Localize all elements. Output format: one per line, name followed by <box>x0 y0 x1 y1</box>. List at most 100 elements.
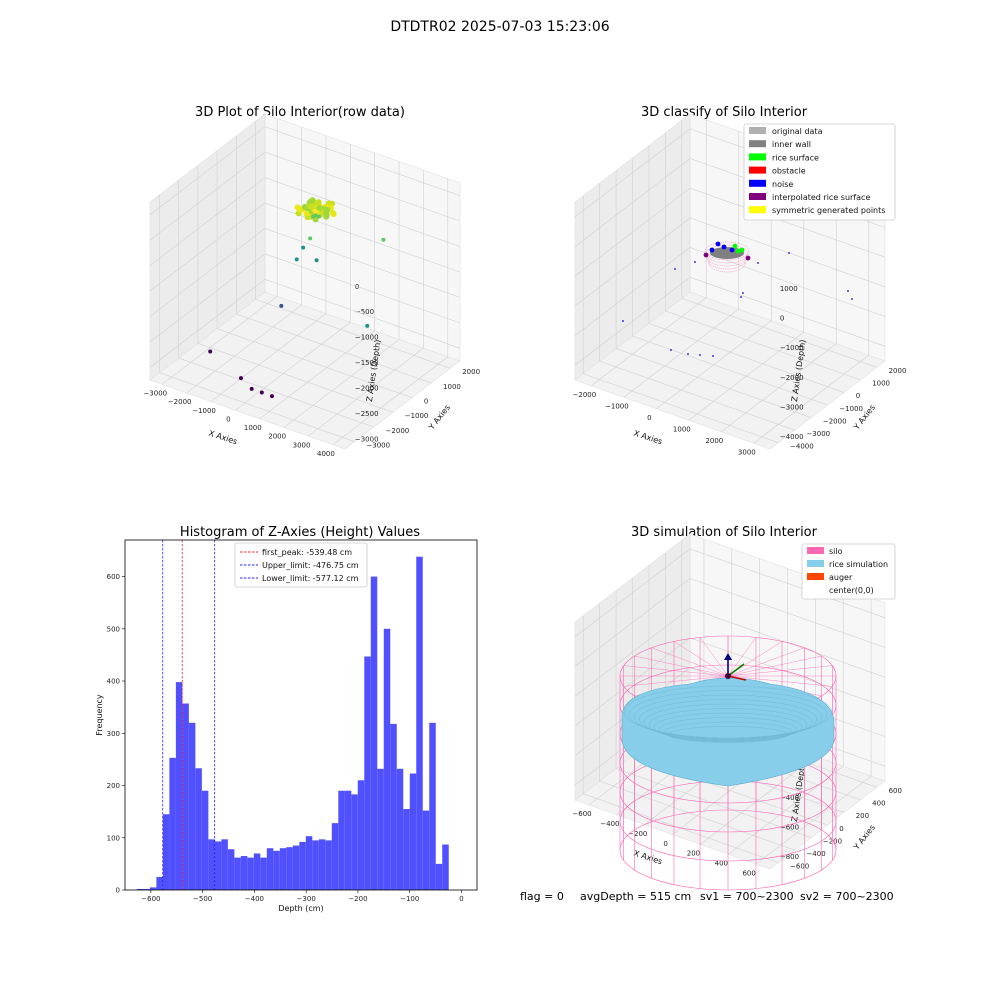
y-tick-label: 600 <box>889 787 902 795</box>
silo-spoke <box>727 665 833 677</box>
grid-x <box>259 152 375 420</box>
noise-point <box>757 262 759 264</box>
rice-surface-point <box>323 213 330 220</box>
legend-label-6: symmetric generated points <box>772 206 885 215</box>
x-tick-label: −500 <box>193 895 212 903</box>
histogram-bar-18 <box>253 853 261 890</box>
noise-point <box>712 355 714 357</box>
noise-point <box>674 268 676 270</box>
grid-x <box>623 131 740 398</box>
histogram-bar-14 <box>227 849 235 890</box>
histogram-x-ticks: −600 −500 −400 −300 −200 −100 0 <box>141 890 464 903</box>
histogram-bar-8 <box>188 722 196 890</box>
histogram-bar-0 <box>136 888 144 890</box>
legend-label-5: interpolated rice surface <box>772 193 870 202</box>
y-tick-label: 400 <box>872 800 885 808</box>
grid-x <box>235 144 351 411</box>
legend-swatch-2 <box>807 573 824 580</box>
x-tick-label: 2000 <box>705 437 723 445</box>
y-tick-label: 0 <box>839 825 843 833</box>
grid-x <box>210 135 327 402</box>
y-tick-label: 0 <box>856 392 860 400</box>
data-point-6 <box>308 236 313 241</box>
classified-point <box>732 243 738 249</box>
y-tick-label: 500 <box>107 625 120 633</box>
histogram-legend-box <box>234 542 368 588</box>
histogram-bar-9 <box>195 768 202 890</box>
histogram-bar-44 <box>422 810 430 890</box>
grid-y <box>665 132 861 381</box>
data-point-9 <box>314 258 319 263</box>
grid-x <box>308 170 424 437</box>
x-axis-label: X Axies <box>633 849 664 867</box>
y-tick-label: −3000 <box>366 441 390 449</box>
interpolated-ring <box>707 250 747 270</box>
histogram-bar-17 <box>247 857 254 890</box>
legend-label-0: original data <box>772 127 823 136</box>
data-point-5 <box>310 214 315 219</box>
x-tick-label: −600 <box>141 895 160 903</box>
rice-surface-point <box>309 197 316 204</box>
rice-mesh-line <box>643 703 813 741</box>
figure-suptitle: DTDTR02 2025-07-03 15:23:06 <box>390 19 609 35</box>
z-tick-label: −500 <box>355 308 374 316</box>
grid-x <box>753 177 870 444</box>
legend-label-lower-limit: Lower_limit: -577.12 cm <box>262 574 359 583</box>
y-axis-label: Y Axies <box>426 403 452 432</box>
grid-y <box>159 194 355 442</box>
noise-point <box>622 320 624 322</box>
y-tick-label: −1000 <box>839 405 863 413</box>
rice-surface-point <box>307 203 314 210</box>
data-point-16 <box>259 390 264 395</box>
x-tick-label: 0 <box>663 840 667 848</box>
rice-mesh-line <box>663 721 793 743</box>
histogram-bar-39 <box>390 723 397 890</box>
legend-label-2: rice surface <box>772 153 819 162</box>
grid-z <box>149 126 461 215</box>
y-axis-label: Y Axies <box>851 823 877 852</box>
histogram-bar-31 <box>338 790 345 890</box>
histogram-plot: −600 −500 −400 −300 −200 −100 0 0 100 200 300 400 5… <box>95 539 478 913</box>
plot3-title: Histogram of Z-Axies (Height) Values <box>180 525 420 540</box>
histogram-bars <box>136 556 449 890</box>
y-tick-label: −2000 <box>386 427 410 435</box>
y-tick-label: −400 <box>806 850 825 858</box>
y-tick-label: −3000 <box>806 430 830 438</box>
histogram-bar-34 <box>357 780 365 890</box>
rice-mesh-line <box>668 726 788 743</box>
histogram-bar-24 <box>292 845 300 890</box>
histogram-bar-11 <box>208 839 215 890</box>
histogram-y-label: Frequency <box>95 694 104 736</box>
auger-arrow-z <box>724 653 732 660</box>
grid-y <box>681 120 877 368</box>
histogram-frame <box>124 539 478 891</box>
y-tick-label: 600 <box>107 573 120 581</box>
histogram-bar-41 <box>403 809 410 890</box>
histogram-bar-40 <box>396 768 404 890</box>
z-tick-label: −2500 <box>355 410 379 418</box>
histogram-bar-42 <box>409 773 417 890</box>
classified-point <box>729 247 735 253</box>
plot1-axes: −3000−2000−100001000200030004000−3000−20… <box>143 113 480 458</box>
x-tick-label: 600 <box>742 869 755 877</box>
rice-simulation-surface <box>621 677 835 787</box>
histogram-bar-37 <box>377 768 384 890</box>
y-tick-label: 200 <box>856 812 869 820</box>
histogram-bar-7 <box>182 703 189 890</box>
grid-z <box>149 151 461 241</box>
histogram-bar-30 <box>331 823 339 890</box>
grid-z <box>149 202 461 292</box>
z-tick-label: −600 <box>780 824 799 832</box>
histogram-bar-23 <box>286 847 293 890</box>
plot2-legend-box <box>743 123 896 221</box>
z-tick-label: −1000 <box>780 344 804 352</box>
z-tick-label: −400 <box>780 794 799 802</box>
histogram-bar-33 <box>351 794 358 890</box>
x-tick-label: 400 <box>715 859 728 867</box>
histogram-bar-36 <box>370 576 378 890</box>
grid-z <box>149 278 461 368</box>
y-tick-label: −600 <box>790 862 809 870</box>
grid-y <box>582 615 779 863</box>
grid-x <box>283 161 400 428</box>
